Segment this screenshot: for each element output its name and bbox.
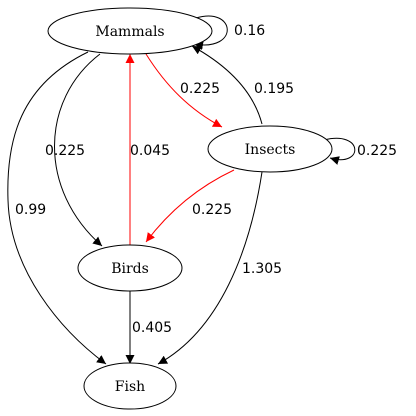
node-fish-label: Fish (115, 379, 145, 395)
node-fish: Fish (84, 363, 176, 409)
edge-label-birds-fish: 0.405 (132, 320, 172, 336)
edge-label-insects-fish: 1.305 (242, 261, 282, 277)
edge-label-insects-mammals: 0.195 (254, 81, 294, 97)
node-mammals: Mammals (48, 8, 212, 54)
node-mammals-label: Mammals (95, 24, 164, 40)
node-insects-label: Insects (245, 142, 296, 158)
edge-label-mammals-fish: 0.99 (15, 202, 46, 218)
edge-label-birds-mammals: 0.045 (130, 143, 170, 159)
node-insects: Insects (208, 126, 332, 172)
node-birds-label: Birds (111, 261, 149, 277)
edge-label-mammals-mammals: 0.16 (234, 23, 265, 39)
edge-label-insects-birds: 0.225 (192, 202, 232, 218)
edges: 0.16 0.225 0.195 0.225 0.225 0.045 0.225… (8, 16, 397, 364)
nodes: Mammals Insects Birds Fish (48, 8, 332, 409)
node-birds: Birds (78, 245, 182, 291)
edge-label-mammals-insects: 0.225 (180, 81, 220, 97)
edge-label-insects-insects: 0.225 (357, 143, 397, 159)
edge-label-mammals-birds: 0.225 (45, 143, 85, 159)
